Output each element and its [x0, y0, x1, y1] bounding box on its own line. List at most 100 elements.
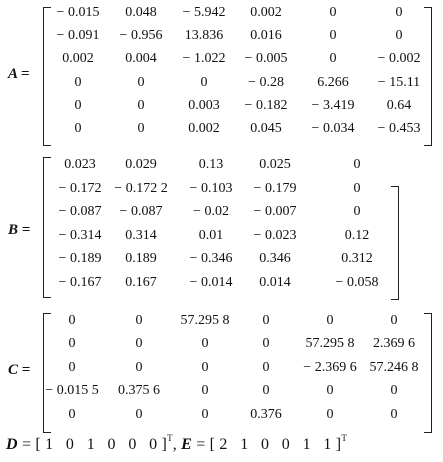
matrix-c-cell-r3-c3: 0 — [201, 359, 209, 375]
matrix-a-cell-r2-c6: 0 — [395, 28, 403, 44]
matrix-c-cell-r4-c6: 0 — [390, 383, 398, 399]
matrix-b-label: B = — [8, 222, 31, 238]
matrix-a-cell-r1-c1: − 0.015 — [56, 5, 100, 20]
vector-d-values: = [ 1 0 1 0 0 0 ] — [21, 436, 168, 453]
matrix-b-cell-r1-c3: 0.13 — [198, 157, 224, 172]
matrix-b-left-bracket — [43, 157, 51, 298]
matrix-a-cell-r3-c5: 0 — [329, 51, 337, 67]
vectors-d-e: D = [ 1 0 1 0 0 0 ]T, E = [ 2 1 0 0 1 1 … — [6, 433, 347, 454]
matrix-c-cell-r3-c5: − 2.369 6 — [303, 359, 357, 375]
matrix-c-cell-r1-c3: 57.295 8 — [180, 313, 230, 328]
matrix-b-cell-r4-c3: 0.01 — [198, 227, 224, 243]
matrix-c-cell-r1-c1: 0 — [68, 313, 76, 328]
matrix-b-cell-r3-c2: − 0.087 — [119, 204, 163, 220]
matrix-c-cell-r1-c5: 0 — [326, 313, 334, 328]
matrix-a-cell-r5-c2: 0 — [137, 97, 145, 113]
matrix-a-cell-r2-c5: 0 — [329, 28, 337, 44]
matrix-c-cell-r1-c2: 0 — [135, 313, 143, 328]
matrix-c-cell-r3-c4: 0 — [262, 359, 270, 375]
matrix-a-label: A = — [8, 66, 30, 82]
matrix-a-cell-r1-c2: 0.048 — [125, 5, 157, 20]
matrix-b-cell-r2-c2: − 0.172 2 — [114, 180, 168, 196]
matrix-c-cell-r5-c4: 0.376 — [250, 406, 282, 422]
matrix-c-cell-r4-c4: 0 — [262, 383, 270, 399]
matrix-b-cell-r5-c5: 0.312 — [341, 251, 373, 267]
matrix-b-cell-r3-c5: 0 — [353, 204, 361, 220]
matrix-b-cell-r4-c5: 0.12 — [344, 227, 370, 243]
matrix-c-cell-r2-c6: 2.369 6 — [373, 336, 415, 352]
vector-e-symbol: E — [181, 436, 193, 453]
matrix-c-cell-r1-c4: 0 — [262, 313, 270, 328]
matrix-a-cell-r2-c2: − 0.956 — [119, 28, 163, 44]
matrix-a-cell-r2-c1: − 0.091 — [56, 28, 100, 44]
matrix-b-cell-r2-c3: − 0.103 — [189, 180, 233, 196]
matrix-b-cell-r4-c1: − 0.314 — [58, 227, 102, 243]
matrix-c-cell-r3-c1: 0 — [68, 359, 76, 375]
matrix-a-right-bracket — [424, 7, 432, 146]
matrix-b-cell-r1-c5: 0 — [353, 157, 361, 172]
matrix-c-cell-r3-c2: 0 — [135, 359, 143, 375]
matrix-a-cell-r3-c6: − 0.002 — [377, 51, 421, 67]
vector-d-symbol: D — [6, 436, 18, 453]
vector-e-transpose: T — [341, 433, 348, 443]
matrix-b-cell-r6-c4: 0.014 — [259, 275, 291, 290]
matrix-c-cell-r2-c2: 0 — [135, 336, 143, 352]
matrix-b-cell-r6-c2: 0.167 — [125, 275, 157, 290]
matrix-c-cell-r5-c2: 0 — [135, 406, 143, 422]
matrix-c-cell-r2-c4: 0 — [262, 336, 270, 352]
matrix-b-cell-r2-c4: − 0.179 — [253, 180, 297, 196]
separator-comma: , — [172, 436, 177, 453]
matrix-a-cell-r5-c3: 0.003 — [188, 97, 220, 113]
matrix-c-cell-r5-c3: 0 — [201, 406, 209, 422]
matrix-b: B = 0.023 0.029 0.13 0.025 0 − 0.172 − 0.172 2… — [0, 150, 443, 300]
matrix-b-cell-r2-c1: − 0.172 — [58, 180, 102, 196]
matrix-b-cell-r3-c4: − 0.007 — [253, 204, 297, 220]
matrix-c-cell-r1-c6: 0 — [390, 313, 398, 328]
matrix-b-cell-r6-c5: − 0.058 — [335, 275, 379, 290]
matrix-a-cell-r5-c5: − 3.419 — [311, 97, 355, 113]
matrix-b-cell-r5-c1: − 0.189 — [58, 251, 102, 267]
matrix-a-cell-r6-c3: 0.002 — [188, 121, 220, 136]
matrix-a-cell-r4-c3: 0 — [200, 74, 208, 90]
matrix-b-cell-r5-c2: 0.189 — [125, 251, 157, 267]
matrix-a-cell-r2-c3: 13.836 — [184, 28, 224, 44]
matrix-b-cell-r3-c3: − 0.02 — [193, 204, 229, 220]
matrix-a-cell-r6-c1: 0 — [74, 121, 82, 136]
matrix-b-cell-r2-c5: 0 — [353, 180, 361, 196]
matrix-a: A = − 0.015 0.048 − 5.942 0.002 0 0 − 0.091 − 0… — [0, 0, 443, 150]
vector-e-values: = [ 2 1 0 0 1 1 ] — [196, 436, 342, 453]
matrix-a-cell-r1-c6: 0 — [395, 5, 403, 20]
matrix-a-cell-r2-c4: 0.016 — [250, 28, 282, 44]
matrix-c-right-bracket — [424, 313, 432, 433]
matrix-c-cell-r5-c5: 0 — [326, 406, 334, 422]
matrix-c-cell-r4-c3: 0 — [201, 383, 209, 399]
matrix-c-cell-r2-c3: 0 — [201, 336, 209, 352]
matrix-a-cell-r5-c1: 0 — [74, 97, 82, 113]
matrix-c-label: C = — [8, 362, 31, 378]
matrix-c-cell-r4-c1: − 0.015 5 — [45, 383, 99, 399]
matrix-a-cell-r3-c1: 0.002 — [62, 51, 94, 67]
matrix-b-right-bracket — [391, 186, 399, 300]
matrix-a-cell-r3-c2: 0.004 — [125, 51, 157, 67]
matrix-a-cell-r1-c4: 0.002 — [250, 5, 282, 20]
matrix-b-cell-r5-c3: − 0.346 — [189, 251, 233, 267]
matrix-b-cell-r6-c3: − 0.014 — [189, 275, 233, 290]
matrix-a-cell-r6-c4: 0.045 — [250, 121, 282, 136]
matrix-c-left-bracket — [43, 313, 51, 433]
matrix-a-cell-r4-c5: 6.266 — [317, 74, 349, 90]
matrix-a-cell-r6-c2: 0 — [137, 121, 145, 136]
matrix-c: C = 0 0 57.295 8 0 0 0 0 0 0 0 57.295 8 2.369 6 0 0 0 0… — [0, 305, 443, 433]
matrix-c-cell-r4-c2: 0.375 6 — [118, 383, 160, 399]
matrix-a-cell-r3-c4: − 0.005 — [244, 51, 288, 67]
vector-d-transpose: T — [167, 433, 173, 443]
matrix-b-cell-r5-c4: 0.346 — [259, 251, 291, 267]
matrix-a-cell-r4-c1: 0 — [74, 74, 82, 90]
matrix-b-cell-r1-c4: 0.025 — [259, 157, 291, 172]
matrix-b-cell-r3-c1: − 0.087 — [58, 204, 102, 220]
matrix-b-cell-r1-c2: 0.029 — [125, 157, 157, 172]
matrix-a-cell-r4-c6: − 15.11 — [377, 74, 421, 90]
matrix-a-cell-r3-c3: − 1.022 — [182, 51, 226, 67]
matrix-b-cell-r4-c4: − 0.023 — [253, 227, 297, 243]
matrix-a-cell-r4-c4: − 0.28 — [248, 74, 284, 90]
matrix-c-cell-r5-c6: 0 — [390, 406, 398, 422]
